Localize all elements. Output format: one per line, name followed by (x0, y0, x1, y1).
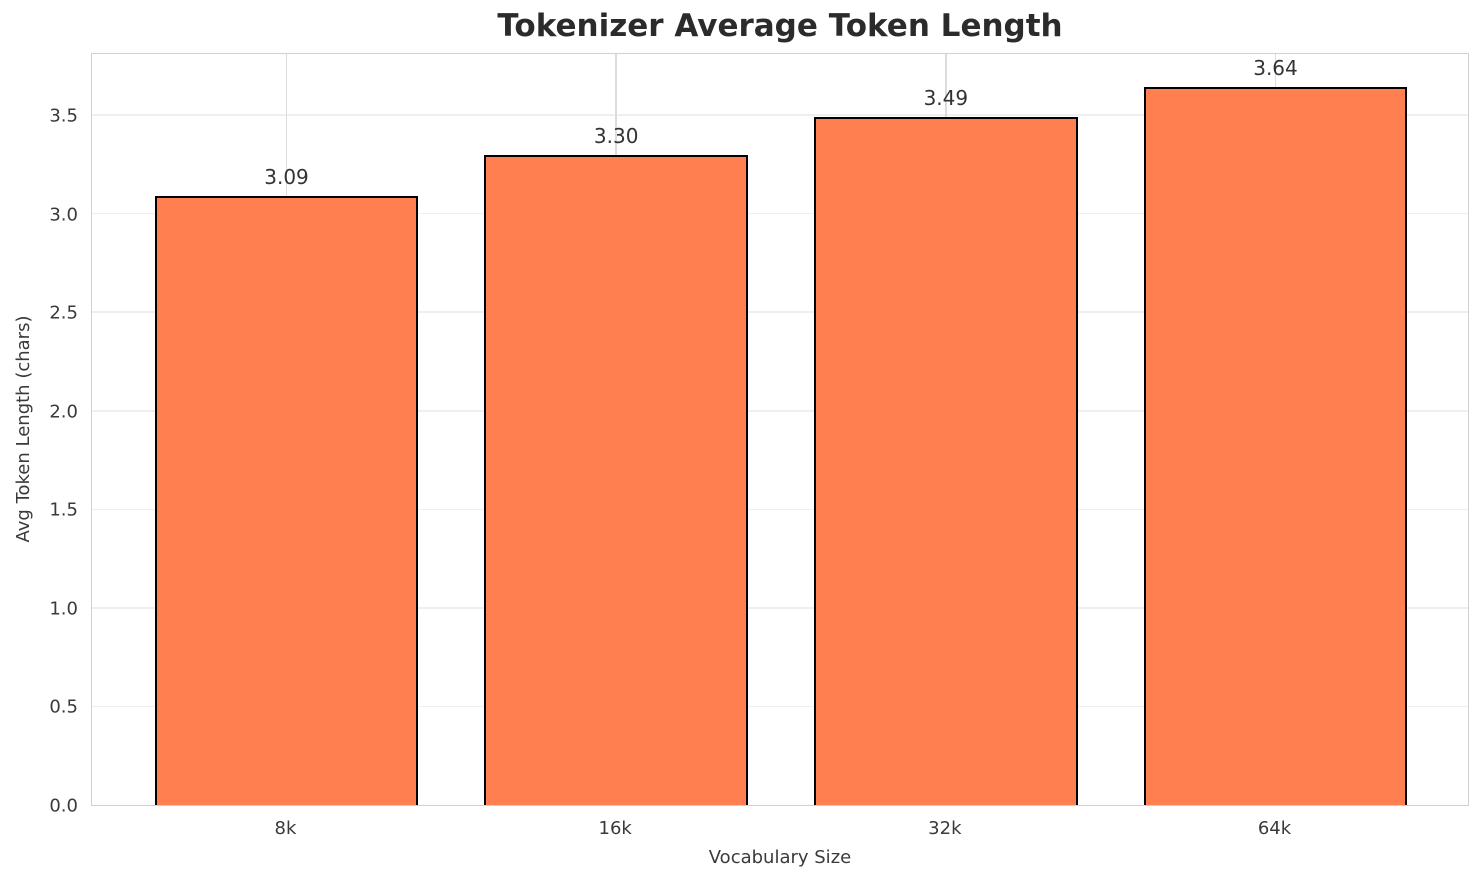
x-tick-label: 16k (598, 818, 632, 839)
bar-value-label: 3.09 (264, 164, 309, 189)
bar-value-label: 3.49 (923, 86, 969, 111)
x-axis-label: Vocabulary Size (708, 847, 852, 868)
y-tick-label: 2.0 (49, 401, 78, 423)
chart-title: Tokenizer Average Token Length (497, 8, 1063, 44)
x-tick-label: 32k (928, 818, 962, 839)
bar-32k (813, 117, 1078, 805)
bar-16k (484, 154, 749, 805)
y-gridline (92, 705, 1468, 708)
x-tick-label: 64k (1257, 818, 1292, 839)
plot-area: 3.09 3.30 3.49 3.64 (91, 53, 1469, 806)
y-tick-label: 2.5 (49, 302, 78, 324)
bar-value-label: 3.30 (593, 123, 639, 148)
y-gridline (92, 410, 1468, 412)
bar-8k (154, 195, 419, 805)
x-tick-label: 8k (274, 818, 297, 839)
y-tick-label: 3.0 (49, 204, 78, 226)
y-gridline (92, 114, 1468, 116)
y-gridline (92, 607, 1468, 609)
y-tick-label: 0.5 (49, 696, 78, 718)
y-gridline (92, 508, 1468, 511)
bar-64k (1143, 87, 1408, 805)
y-tick-label: 3.5 (49, 105, 78, 127)
bar-value-label: 3.64 (1253, 56, 1298, 81)
y-gridline (92, 311, 1468, 313)
y-tick-label: 1.0 (49, 598, 78, 620)
y-tick-label: 1.5 (49, 499, 78, 521)
y-gridline (92, 212, 1468, 215)
y-tick-label: 0.0 (49, 795, 78, 817)
